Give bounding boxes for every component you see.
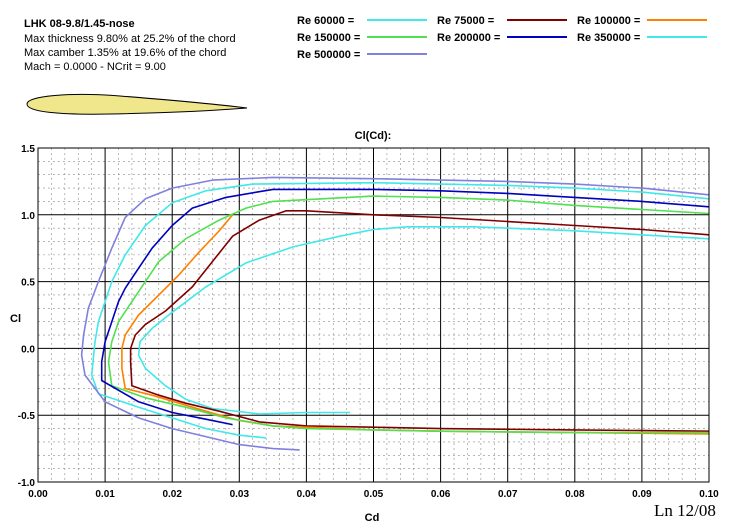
polar-curve-5 [90,181,710,439]
legend-label: Re 350000 = [577,32,640,44]
x-tick-label: 0.03 [230,489,250,500]
y-tick-label: -0.5 [18,411,36,422]
legend-label: Re 200000 = [437,32,500,44]
x-tick-label: 0.09 [632,489,652,500]
legend: Re 60000 = Re 75000 = Re 100000 = Re 150000… [297,15,707,61]
x-tick-label: 0.06 [431,489,451,500]
max-thickness-text: Max thickness 9.80% at 25.2% of the chor… [24,33,236,45]
y-tick-labels: -1.0 -0.5 0.0 0.5 1.0 1.5 [18,144,36,489]
x-axis-label: Cd [365,512,380,524]
grid [38,148,709,482]
polar-curve-2 [121,214,710,435]
chart-title: Cl(Cd): [355,130,392,142]
x-tick-label: 0.04 [297,489,317,500]
polar-curve-3 [107,195,710,434]
legend-label: Re 150000 = [297,32,360,44]
legend-label: Re 500000 = [297,49,360,61]
polar-curve-1 [129,210,710,432]
polar-curve-4 [100,188,710,426]
y-tick-label: 1.0 [21,211,35,222]
y-tick-label: 0.0 [21,344,35,355]
legend-label: Re 75000 = [437,15,494,27]
x-tick-label: 0.01 [95,489,115,500]
corner-label: Ln 12/08 [654,501,716,520]
legend-label: Re 60000 = [297,15,354,27]
y-axis-label: Cl [10,313,21,325]
x-tick-label: 0.07 [498,489,518,500]
x-tick-label: 0.10 [699,489,719,500]
polar-curve-6 [80,176,710,451]
x-tick-label: 0.08 [565,489,585,500]
x-tick-label: 0.05 [364,489,384,500]
airfoil-shape-icon [26,93,248,115]
legend-label: Re 100000 = [577,15,640,27]
mach-ncrit-text: Mach = 0.0000 - NCrit = 9.00 [24,61,166,73]
y-tick-label: 1.5 [21,144,35,155]
x-tick-label: 0.02 [162,489,182,500]
plot-frame [37,147,710,483]
x-tick-labels: 0.00 0.01 0.02 0.03 0.04 0.05 0.06 0.07 0.08 0.09… [28,489,719,500]
x-tick-label: 0.00 [28,489,48,500]
y-tick-label: -1.0 [18,478,36,489]
polar-curve-0 [137,226,710,415]
y-tick-label: 0.5 [21,278,35,289]
airfoil-name: LHK 08-9.8/1.45-nose [24,18,135,30]
max-camber-text: Max camber 1.35% at 19.6% of the chord [24,47,226,59]
polar-curves [80,176,710,451]
